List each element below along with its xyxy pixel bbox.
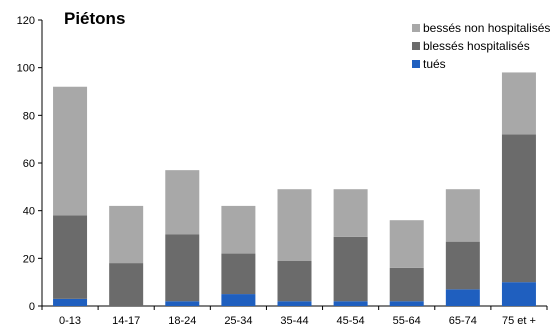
y-tick-label: 80 xyxy=(23,110,35,122)
x-tick-label: 75 et + xyxy=(502,315,536,327)
x-tick-label: 55-64 xyxy=(393,315,421,327)
x-tick-label: 14-17 xyxy=(112,315,140,327)
x-axis: 0-13 14-17 18-24 25-34 35-44 45-54 55-64 65-74 7… xyxy=(41,305,548,327)
legend-label: bessés non hospitalisés xyxy=(423,21,550,35)
y-tick-label: 40 xyxy=(23,206,35,218)
bar-segment xyxy=(165,170,200,235)
bar-segment xyxy=(333,301,368,306)
bar-segment xyxy=(221,253,256,295)
bar-segment xyxy=(277,301,312,306)
x-tick-label: 45-54 xyxy=(337,315,365,327)
legend-swatch xyxy=(412,42,420,50)
y-tick-label: 20 xyxy=(23,253,35,265)
bars xyxy=(53,72,536,306)
y-tick-label: 100 xyxy=(17,63,35,75)
y-axis: 0 20 40 60 80 100 120 xyxy=(17,15,43,313)
legend-label: tués xyxy=(423,57,446,71)
bar-segment xyxy=(221,205,256,254)
y-tick-label: 0 xyxy=(29,301,35,313)
bar-segment xyxy=(389,267,424,302)
bar-segment xyxy=(501,134,536,283)
x-tick-label: 35-44 xyxy=(280,315,308,327)
legend-swatch xyxy=(412,60,420,68)
bar-segment xyxy=(221,294,256,306)
bar-segment xyxy=(445,189,480,242)
bar-segment xyxy=(445,289,480,306)
bar-segment xyxy=(53,86,88,216)
bar-segment xyxy=(445,241,480,290)
bar-segment xyxy=(277,260,312,302)
bar-segment xyxy=(277,189,312,261)
bar-segment xyxy=(389,220,424,268)
x-tick-label: 65-74 xyxy=(449,315,477,327)
x-tick-label: 18-24 xyxy=(168,315,196,327)
bar-segment xyxy=(333,189,368,237)
y-tick-label: 60 xyxy=(23,158,35,170)
legend: bessés non hospitalisés blessés hospitali… xyxy=(412,21,550,71)
bar-segment xyxy=(501,282,536,306)
bar-segment xyxy=(53,298,88,306)
bar-segment xyxy=(53,215,88,299)
bar-segment xyxy=(165,301,200,306)
x-tick-label: 25-34 xyxy=(224,315,252,327)
bar-segment xyxy=(165,234,200,302)
x-tick-label: 0-13 xyxy=(59,315,81,327)
legend-swatch xyxy=(412,24,420,32)
bar-segment xyxy=(501,72,536,135)
y-tick-label: 120 xyxy=(17,15,35,27)
legend-label: blessés hospitalisés xyxy=(423,39,530,53)
chart-title: Piétons xyxy=(64,9,125,28)
bar-segment xyxy=(333,236,368,302)
bar-segment xyxy=(389,301,424,306)
bar-segment xyxy=(109,205,144,264)
bar-segment xyxy=(109,263,144,306)
